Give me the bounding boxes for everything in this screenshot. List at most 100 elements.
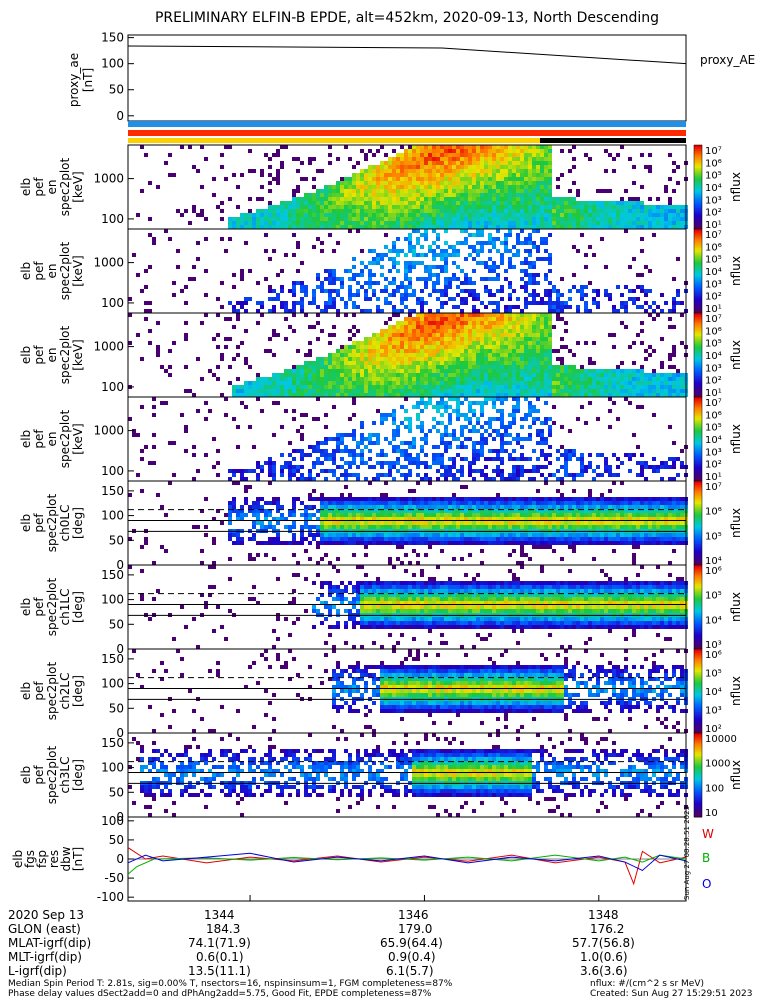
- heatmap-cell: [288, 441, 292, 445]
- heatmap-cell: [420, 409, 424, 413]
- heatmap-cell: [360, 353, 364, 357]
- heatmap-cell: [444, 377, 448, 381]
- heatmap-cell: [212, 193, 216, 197]
- heatmap-cell: [376, 305, 380, 309]
- heatmap-cell: [356, 221, 360, 225]
- heatmap-cell: [388, 189, 392, 193]
- heatmap-cell: [512, 221, 516, 225]
- heatmap-cell: [328, 437, 332, 441]
- heatmap-cell: [328, 369, 332, 373]
- heatmap-cell: [388, 473, 392, 477]
- heatmap-cell: [288, 213, 292, 217]
- heatmap-cell: [584, 389, 588, 393]
- heatmap-cell: [612, 389, 616, 393]
- heatmap-cell: [376, 149, 380, 153]
- heatmap-cell: [652, 369, 656, 373]
- heatmap-cell: [484, 317, 488, 321]
- heatmap-cell: [576, 473, 580, 477]
- heatmap-cell: [332, 209, 336, 213]
- heatmap-cell: [492, 353, 496, 357]
- heatmap-cell: [340, 361, 344, 365]
- heatmap-cell: [592, 297, 596, 301]
- heatmap-cell: [640, 369, 644, 373]
- heatmap-cell: [452, 317, 456, 321]
- heatmap-cell: [516, 393, 520, 397]
- heatmap-cell: [380, 205, 384, 209]
- heatmap-cell: [332, 437, 336, 441]
- heatmap-cell: [336, 357, 340, 361]
- heatmap-cell: [468, 281, 472, 285]
- heatmap-cell: [644, 205, 648, 209]
- heatmap-cell: [516, 469, 520, 473]
- heatmap-cell: [268, 377, 272, 381]
- heatmap-cell: [528, 261, 532, 265]
- heatmap-cell: [624, 213, 628, 217]
- heatmap-cell: [196, 357, 200, 361]
- heatmap-cell: [668, 177, 672, 181]
- heatmap-cell: [488, 449, 492, 453]
- heatmap-cell: [352, 213, 356, 217]
- heatmap-cell: [544, 357, 548, 361]
- heatmap-cell: [344, 269, 348, 273]
- heatmap-cell: [640, 153, 644, 157]
- heatmap-cell: [384, 353, 388, 357]
- heatmap-cell: [616, 201, 620, 205]
- heatmap-cell: [480, 325, 484, 329]
- colorbar-cell: [694, 390, 702, 394]
- colorbar-cell: [694, 157, 702, 161]
- heatmap-cell: [612, 393, 616, 397]
- heatmap-cell: [340, 457, 344, 461]
- heatmap-cell: [312, 297, 316, 301]
- heatmap-cell: [280, 425, 284, 429]
- heatmap-cell: [460, 161, 464, 165]
- heatmap-cell: [496, 349, 500, 353]
- heatmap-cell: [224, 397, 228, 401]
- heatmap-cell: [512, 437, 516, 441]
- heatmap-cell: [476, 197, 480, 201]
- colorbar-cell: [694, 403, 702, 406]
- heatmap-cell: [508, 333, 512, 337]
- heatmap-cell: [360, 341, 364, 345]
- heatmap-cell: [412, 217, 416, 221]
- heatmap-cell: [464, 389, 468, 393]
- heatmap-cell: [504, 269, 508, 273]
- heatmap-cell: [488, 321, 492, 325]
- heatmap-cell: [344, 393, 348, 397]
- heatmap-cell: [576, 385, 580, 389]
- heatmap-cell: [292, 225, 296, 229]
- heatmap-cell: [356, 345, 360, 349]
- heatmap-cell: [260, 469, 264, 473]
- colorbar-label: nflux: [729, 340, 743, 370]
- heatmap-cell: [132, 433, 136, 437]
- heatmap-cell: [296, 469, 300, 473]
- heatmap-cell: [548, 357, 552, 361]
- heatmap-cell: [480, 177, 484, 181]
- heatmap-cell: [384, 213, 388, 217]
- heatmap-cell: [476, 261, 480, 265]
- heatmap-cell: [660, 337, 664, 341]
- colorbar-cell: [694, 331, 702, 335]
- heatmap-cell: [384, 365, 388, 369]
- heatmap-cell: [636, 305, 640, 309]
- heatmap-cell: [524, 365, 528, 369]
- heatmap-cell: [400, 309, 404, 313]
- heatmap-cell: [392, 185, 396, 189]
- heatmap-cell: [640, 321, 644, 325]
- heatmap-cell: [300, 477, 304, 481]
- heatmap-cell: [528, 325, 532, 329]
- heatmap-cell: [560, 201, 564, 205]
- heatmap-cell: [592, 369, 596, 373]
- heatmap-cell: [340, 205, 344, 209]
- heatmap-cell: [444, 425, 448, 429]
- heatmap-cell: [608, 473, 612, 477]
- heatmap-cell: [440, 145, 444, 149]
- heatmap-cell: [640, 221, 644, 225]
- heatmap-cell: [300, 209, 304, 213]
- heatmap-cell: [500, 381, 504, 385]
- heatmap-cell: [480, 425, 484, 429]
- heatmap-cell: [584, 225, 588, 229]
- heatmap-cell: [592, 377, 596, 381]
- heatmap-cell: [416, 301, 420, 305]
- heatmap-cell: [268, 217, 272, 221]
- heatmap-cell: [420, 401, 424, 405]
